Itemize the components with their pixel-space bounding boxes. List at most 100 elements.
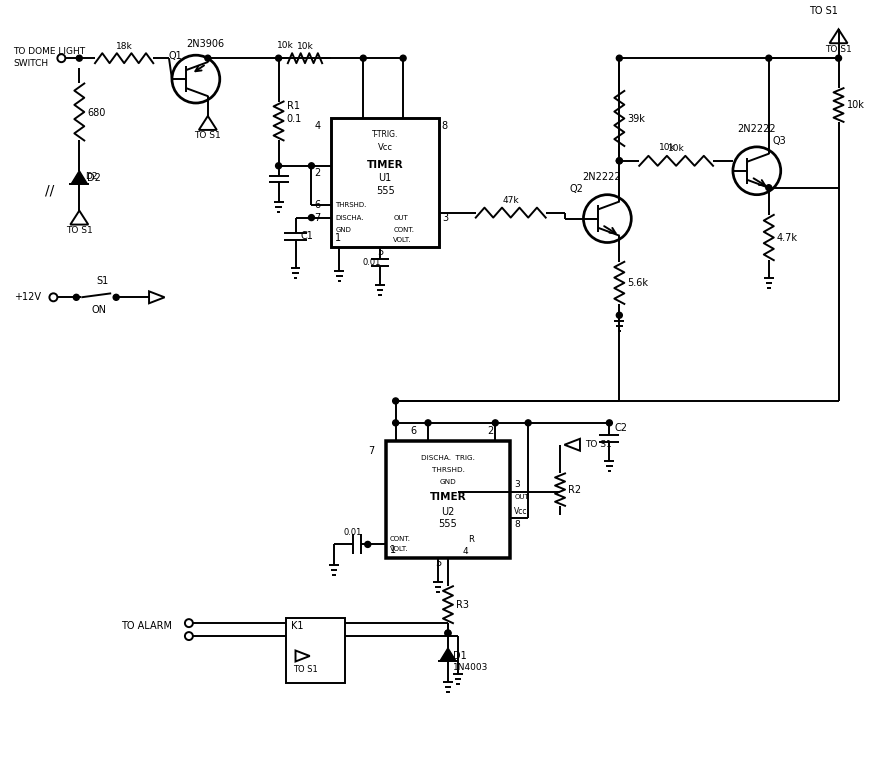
Text: Vcc: Vcc — [514, 507, 528, 516]
Text: C2: C2 — [615, 422, 627, 433]
Text: 2: 2 — [314, 168, 321, 178]
Text: R: R — [468, 535, 473, 544]
Text: 0.1: 0.1 — [287, 114, 302, 124]
Text: R3: R3 — [456, 601, 469, 610]
Circle shape — [392, 420, 399, 426]
Circle shape — [205, 55, 211, 61]
Text: U2: U2 — [441, 507, 454, 516]
Circle shape — [276, 55, 282, 61]
Circle shape — [309, 163, 315, 169]
Text: D1: D1 — [453, 651, 467, 661]
Text: 8: 8 — [441, 121, 447, 131]
Text: 10k: 10k — [659, 144, 676, 152]
Text: 0.01: 0.01 — [362, 258, 381, 267]
Text: 555: 555 — [439, 520, 457, 529]
Text: 4.7k: 4.7k — [777, 232, 798, 242]
Circle shape — [766, 55, 772, 61]
Polygon shape — [440, 648, 456, 661]
Text: ON: ON — [92, 306, 106, 316]
Circle shape — [77, 55, 82, 61]
Circle shape — [493, 420, 498, 426]
Text: 4: 4 — [463, 547, 468, 556]
Text: DISCHA.: DISCHA. — [336, 215, 364, 221]
Text: TIMER: TIMER — [367, 160, 404, 170]
Text: D2: D2 — [87, 173, 101, 183]
Text: OUT: OUT — [393, 215, 408, 221]
Text: Q1: Q1 — [169, 51, 183, 61]
Text: R1: R1 — [287, 101, 300, 111]
Text: TO S1: TO S1 — [194, 131, 221, 141]
Bar — [385, 441, 510, 558]
Circle shape — [309, 215, 315, 221]
Text: 555: 555 — [376, 186, 394, 196]
Text: TO S1: TO S1 — [294, 665, 318, 675]
Text: //: // — [44, 183, 54, 198]
Circle shape — [617, 312, 623, 319]
Text: 10k: 10k — [847, 100, 864, 110]
Text: R2: R2 — [568, 484, 581, 494]
Circle shape — [835, 55, 841, 61]
Text: TO S1: TO S1 — [585, 440, 611, 449]
Text: U1: U1 — [378, 173, 392, 183]
Text: 5: 5 — [435, 558, 441, 568]
Circle shape — [445, 630, 451, 636]
Text: S1: S1 — [96, 277, 108, 286]
Text: +12V: +12V — [14, 293, 40, 303]
Circle shape — [73, 294, 79, 300]
Text: 10k: 10k — [668, 144, 685, 154]
Text: 8: 8 — [514, 520, 520, 529]
Text: TO ALARM: TO ALARM — [121, 621, 172, 631]
Text: 5: 5 — [377, 248, 384, 257]
Text: 2N2222: 2N2222 — [737, 124, 775, 134]
Text: THRSHD.: THRSHD. — [336, 202, 367, 208]
Text: 1: 1 — [336, 232, 342, 242]
Bar — [285, 618, 345, 683]
Polygon shape — [72, 171, 87, 183]
Text: CONT.: CONT. — [393, 227, 414, 232]
Text: THRSHD.: THRSHD. — [432, 467, 465, 473]
Text: TIMER: TIMER — [430, 491, 467, 502]
Circle shape — [113, 294, 119, 300]
Text: Q3: Q3 — [773, 136, 787, 146]
Text: GND: GND — [439, 478, 456, 484]
Circle shape — [360, 55, 366, 61]
Text: TO S1: TO S1 — [825, 45, 852, 53]
Text: 10k: 10k — [296, 42, 313, 50]
Text: T-TRIG.: T-TRIG. — [372, 131, 399, 139]
Text: 1: 1 — [390, 545, 396, 555]
Circle shape — [766, 185, 772, 191]
Circle shape — [445, 630, 451, 636]
Circle shape — [606, 420, 612, 426]
Text: TO S1: TO S1 — [808, 6, 837, 16]
Text: 39k: 39k — [627, 114, 645, 124]
Text: 18k: 18k — [116, 42, 133, 50]
Text: VOLT.: VOLT. — [393, 237, 412, 242]
Circle shape — [392, 398, 399, 404]
Text: 7: 7 — [369, 445, 375, 456]
Text: 47k: 47k — [502, 196, 519, 206]
Text: 680: 680 — [87, 108, 106, 118]
Text: 6: 6 — [411, 426, 417, 435]
Text: 10k: 10k — [276, 40, 293, 50]
Circle shape — [364, 542, 371, 547]
Bar — [331, 118, 439, 248]
Text: 3: 3 — [442, 212, 448, 222]
Text: K1: K1 — [290, 621, 303, 631]
Text: Vcc: Vcc — [378, 144, 392, 152]
Circle shape — [617, 158, 623, 163]
Circle shape — [425, 420, 431, 426]
Text: 3: 3 — [514, 480, 520, 489]
Text: 5.6k: 5.6k — [627, 278, 648, 288]
Text: OUT: OUT — [514, 494, 529, 500]
Text: SWITCH: SWITCH — [14, 59, 49, 68]
Text: TO S1: TO S1 — [66, 226, 92, 235]
Text: Q2: Q2 — [569, 183, 583, 194]
Text: 7: 7 — [314, 212, 321, 222]
Circle shape — [525, 420, 531, 426]
Text: C1: C1 — [301, 231, 313, 241]
Text: TO DOME LIGHT: TO DOME LIGHT — [14, 47, 85, 56]
Text: VOLT.: VOLT. — [390, 546, 408, 552]
Text: DISCHA.  TRIG.: DISCHA. TRIG. — [421, 455, 475, 461]
Text: D2: D2 — [85, 172, 98, 181]
Text: 0.01: 0.01 — [344, 528, 362, 537]
